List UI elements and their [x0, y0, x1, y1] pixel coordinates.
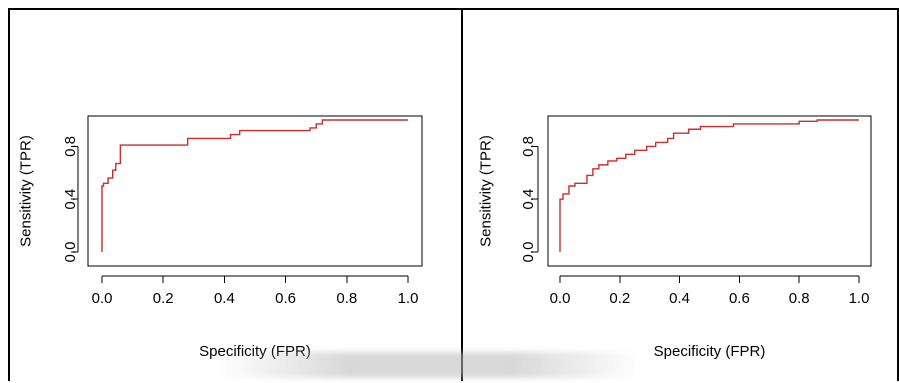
x-tick-label: 0.2: [609, 290, 630, 307]
plot-box: [547, 115, 872, 267]
y-tick-label: 0.4: [520, 189, 537, 210]
roc-panel-right: 0.0 0.2 0.4 0.6 0.8 1.0 0.0 0.4 0.8 Specificity (…: [462, 8, 899, 381]
x-tick-label: 0.8: [789, 290, 810, 307]
y-tick-label: 0.4: [62, 189, 79, 210]
background-smudge: [220, 352, 640, 378]
y-axis-title: Sensitivity (TPR): [17, 135, 34, 247]
x-tick-label: 0.4: [669, 290, 690, 307]
roc-curve-line: [559, 119, 859, 252]
y-tick-label: 0.0: [520, 242, 537, 263]
x-tick-label: 0.6: [275, 290, 296, 307]
y-tick-label: 0.0: [62, 242, 79, 263]
x-tick-label: 1.0: [849, 290, 870, 307]
x-tick-label: 1.0: [398, 290, 419, 307]
roc-curve-line: [101, 119, 408, 252]
x-tick-label: 0.0: [550, 290, 571, 307]
x-tick-label: 0.2: [153, 290, 174, 307]
y-axis-title: Sensitivity (TPR): [477, 135, 494, 247]
x-axis-title: Specificity (FPR): [654, 343, 766, 360]
plot-box: [87, 115, 423, 267]
roc-chart-right: 0.0 0.2 0.4 0.6 0.8 1.0 0.0 0.4 0.8 Specificity (…: [477, 115, 872, 360]
x-tick-label: 0.4: [214, 290, 235, 307]
x-tick-label: 0.0: [92, 290, 113, 307]
x-tick-label: 0.8: [336, 290, 357, 307]
x-tick-label: 0.6: [729, 290, 750, 307]
y-tick-label: 0.8: [520, 136, 537, 157]
y-tick-label: 0.8: [62, 136, 79, 157]
